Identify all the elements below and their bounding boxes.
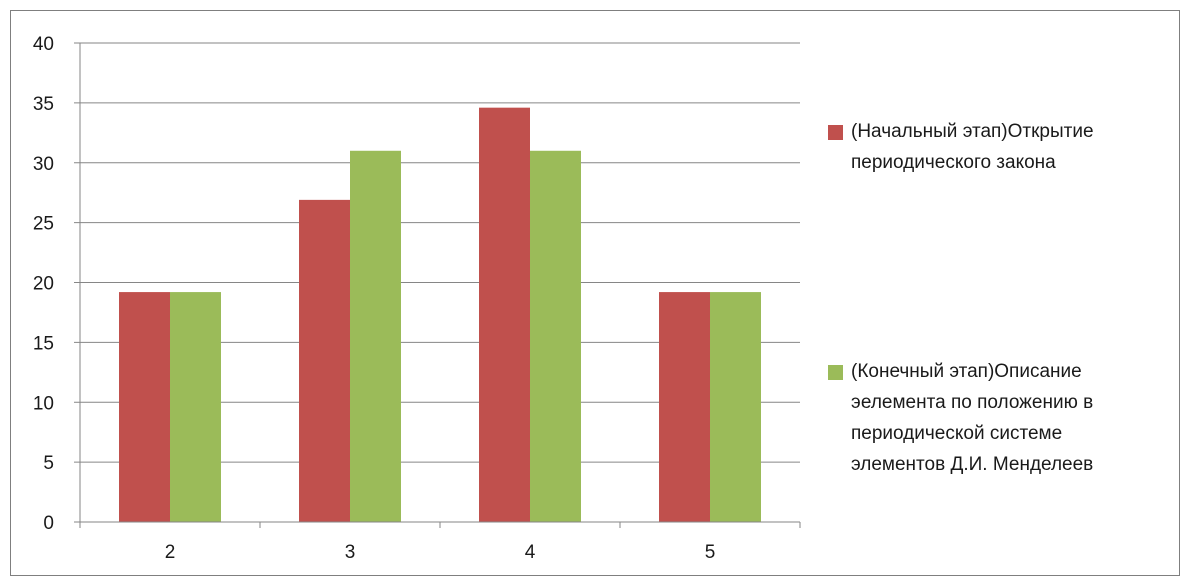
- y-tick-label: 30: [33, 154, 54, 175]
- x-tick-label: 5: [705, 542, 716, 563]
- axes: [74, 42, 801, 528]
- legend-swatch-series-2: [828, 365, 843, 380]
- legend-item-series-1: (Начальный этап)Открытие периодического …: [828, 116, 1158, 178]
- bar-series-2-4: [530, 150, 581, 522]
- y-tick-label: 25: [33, 214, 54, 235]
- bar-series-1-2: [119, 292, 170, 522]
- bar-series-2-3: [350, 150, 401, 522]
- y-tick-label: 5: [43, 453, 54, 474]
- y-tick-label: 10: [33, 393, 54, 414]
- legend-item-series-2: (Конечный этап)Описание эелемента по пол…: [828, 356, 1158, 480]
- y-tick-label: 20: [33, 274, 54, 295]
- y-tick-label: 40: [33, 34, 54, 55]
- x-tick-label: 4: [525, 542, 536, 563]
- legend-label-series-2: (Конечный этап)Описание эелемента по пол…: [851, 361, 1094, 475]
- y-tick-label: 35: [33, 94, 54, 115]
- x-tick-labels: 2 3 4 5: [165, 542, 716, 563]
- y-tick-label: 0: [43, 513, 54, 534]
- bar-series-1-4: [479, 107, 530, 522]
- bar-series-1-3: [299, 199, 350, 522]
- bar-series-1-5: [659, 292, 710, 522]
- x-tick-label: 3: [345, 542, 356, 563]
- y-tick-labels: 0 5 10 15 20 25 30 35 40: [33, 34, 54, 534]
- legend-swatch-series-1: [828, 125, 843, 140]
- bars: [119, 107, 761, 522]
- legend-label-series-1: (Начальный этап)Открытие периодического …: [851, 121, 1094, 173]
- bar-series-2-5: [710, 292, 761, 522]
- y-tick-label: 15: [33, 333, 54, 354]
- x-tick-label: 2: [165, 542, 176, 563]
- bar-series-2-2: [170, 292, 221, 522]
